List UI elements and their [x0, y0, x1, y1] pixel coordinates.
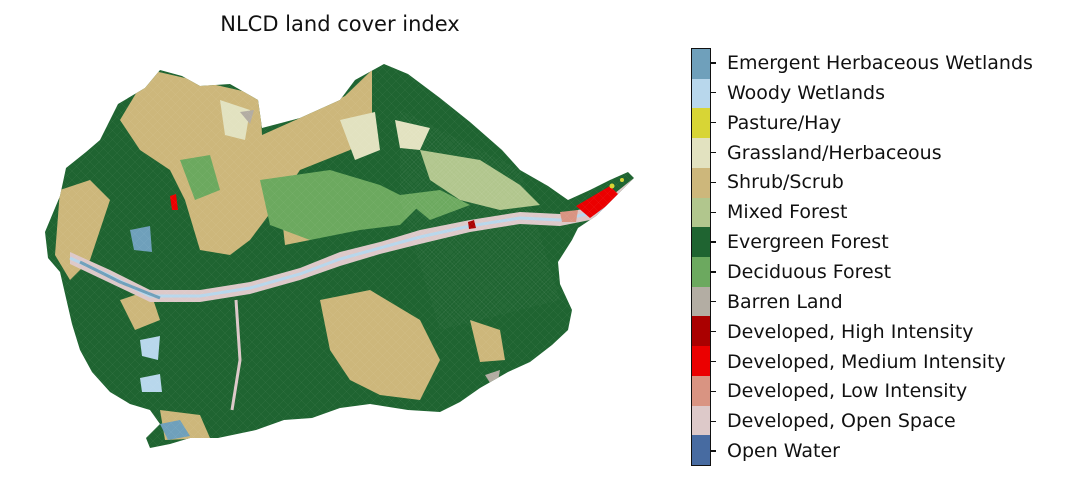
legend-swatch [692, 257, 710, 287]
legend-label: Mixed Forest [727, 201, 848, 224]
legend-label: Developed, Low Intensity [727, 380, 968, 403]
legend-swatch [692, 138, 710, 168]
legend-swatch [692, 375, 710, 406]
legend-tick [711, 62, 716, 64]
legend-label: Emergent Herbaceous Wetlands [727, 51, 1033, 74]
legend-tick [711, 271, 716, 273]
legend-swatch [692, 346, 710, 376]
legend-swatch [692, 78, 710, 109]
legend-label: Pasture/Hay [727, 111, 842, 134]
legend-swatch [692, 435, 710, 466]
legend-label: Evergreen Forest [727, 231, 889, 254]
legend-label: Woody Wetlands [727, 81, 886, 104]
legend-swatch [692, 405, 710, 436]
legend-tick [711, 450, 716, 452]
land-cover-map [45, 64, 634, 448]
legend-label: Deciduous Forest [727, 260, 892, 283]
legend-tick [711, 301, 716, 303]
legend-swatch [692, 108, 710, 139]
legend-tick [711, 420, 716, 422]
legend-swatch [692, 49, 710, 79]
map-title: NLCD land cover index [220, 12, 460, 36]
legend-label: Shrub/Scrub [727, 171, 844, 194]
legend-label: Developed, Medium Intensity [727, 350, 1006, 373]
legend-tick [711, 331, 716, 333]
legend-tick [711, 151, 716, 154]
legend-tick [711, 122, 716, 124]
legend-swatch [692, 167, 710, 198]
legend-label: Barren Land [727, 290, 843, 313]
legend-swatch [692, 286, 710, 317]
legend-swatch [692, 197, 710, 228]
legend-label: Developed, High Intensity [727, 320, 974, 343]
legend-tick [711, 241, 716, 243]
legend-tick [711, 390, 716, 393]
legend-label: Developed, Open Space [727, 410, 956, 433]
legend-label: Open Water [727, 440, 840, 463]
legend-tick [711, 360, 716, 363]
legend-tick [711, 92, 716, 94]
legend: Emergent Herbaceous Wetlands Woody Wetlan… [691, 48, 1071, 468]
legend-tick [711, 211, 716, 213]
legend-tick [711, 181, 716, 184]
legend-swatch [692, 227, 710, 258]
legend-label: Grassland/Herbaceous [727, 141, 942, 164]
legend-swatch [692, 316, 710, 347]
colorbar [691, 48, 711, 466]
